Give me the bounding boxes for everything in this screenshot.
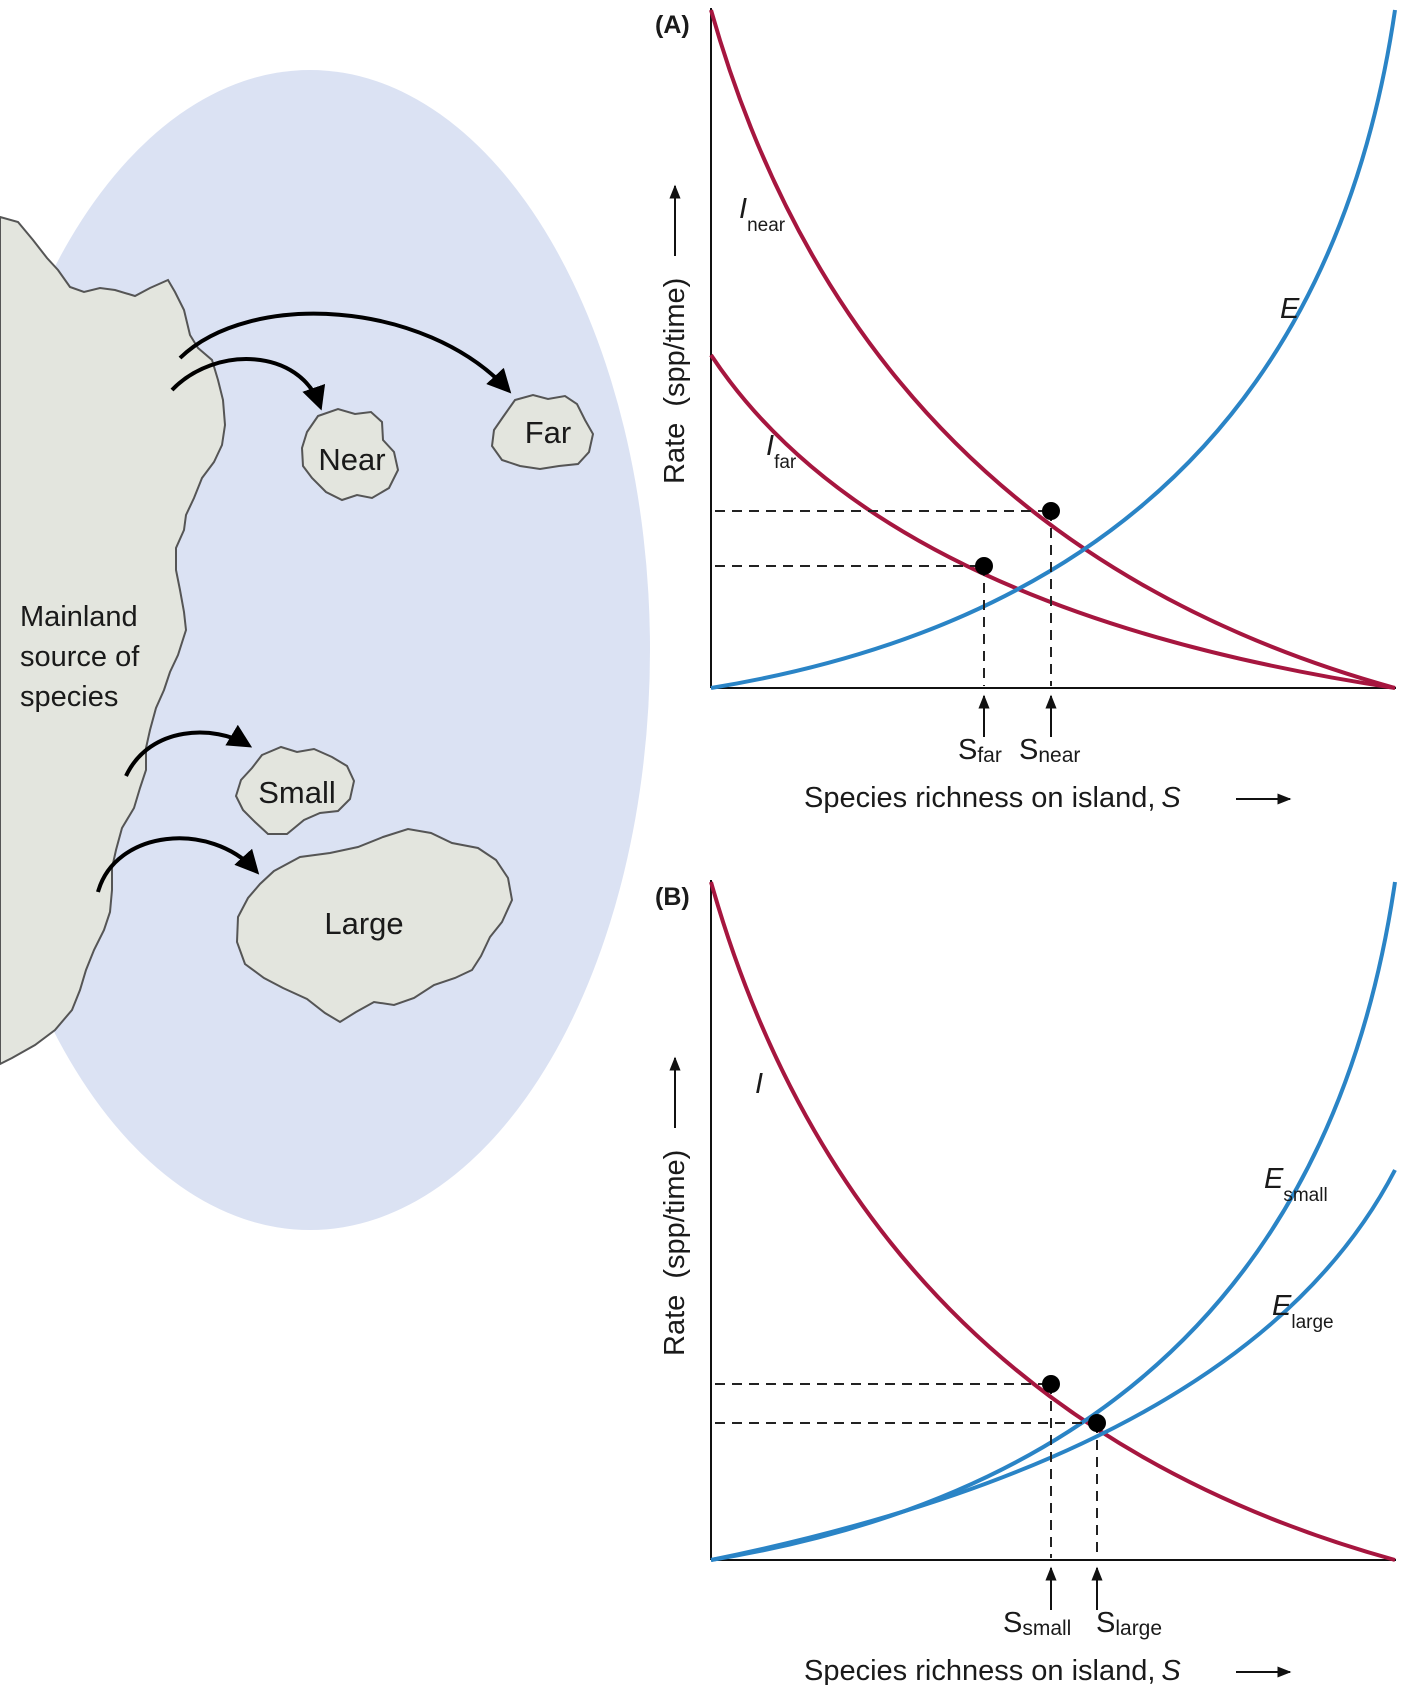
panel-a-y-axis-label: Rate (spp/time) — [659, 278, 691, 484]
island-small — [234, 745, 356, 835]
panel-b-e-large-label: Elarge — [1272, 1290, 1334, 1333]
island-near-label: Near — [318, 442, 385, 477]
dispersal-arrow-large — [96, 836, 260, 893]
island-large — [235, 827, 514, 1024]
dispersal-arrow-far — [178, 311, 512, 394]
panel-a-x-axis-label: Species richness on island, S — [804, 782, 1181, 814]
species-source-map: Near Far Small Large Mainland source of … — [0, 70, 650, 1230]
panel-a-curve-i-near — [709, 9, 1396, 690]
panel-a-y-axis-title: Rate (spp/time) — [659, 184, 691, 484]
dispersal-arrow-near — [170, 357, 326, 411]
mainland-shape — [0, 215, 227, 1066]
island-near — [300, 407, 400, 502]
panel-a-i-near-label: Inear — [739, 193, 786, 236]
mainland-label-line-3: species — [20, 681, 118, 713]
panel-b-curve-i — [709, 881, 1396, 1562]
panel-b: (B) Ssmall Slarge I Esmall Elarge — [655, 880, 1397, 1685]
dispersal-arrow-small — [124, 724, 253, 777]
panel-a-s-near-label: Snear — [1019, 734, 1080, 767]
mainland-label-line-2: source of — [20, 641, 140, 673]
panel-b-s-large-label: Slarge — [1096, 1607, 1162, 1640]
panel-a-curve-i-far — [709, 353, 1396, 690]
panel-a-equilibrium-near — [1042, 502, 1060, 520]
panel-a-i-far-label: Ifar — [766, 430, 797, 473]
island-far — [490, 393, 595, 471]
panel-b-y-axis-title: Rate (spp/time) — [659, 1056, 691, 1356]
panel-b-e-small-label: Esmall — [1264, 1163, 1328, 1206]
panel-b-equilibrium-large — [1088, 1414, 1106, 1432]
panel-a-equilibrium-far — [975, 557, 993, 575]
panel-b-x-axis-label: Species richness on island, S — [804, 1655, 1181, 1685]
panel-a-s-far-label: Sfar — [958, 734, 1002, 767]
island-far-label: Far — [525, 415, 572, 450]
panel-a-curve-e — [710, 9, 1397, 690]
mainland-label-line-1: Mainland — [20, 601, 138, 633]
island-small-label: Small — [258, 775, 336, 810]
panel-b-s-small-label: Ssmall — [1003, 1607, 1071, 1640]
panel-b-i-label: I — [755, 1068, 763, 1100]
island-large-label: Large — [324, 906, 403, 941]
panel-b-equilibrium-small — [1042, 1375, 1060, 1393]
panel-a-e-label: E — [1280, 293, 1300, 325]
panel-a-label: (A) — [655, 11, 690, 39]
panel-b-y-axis-label: Rate (spp/time) — [659, 1150, 691, 1356]
panel-b-curve-e-large — [710, 1169, 1397, 1562]
panel-a: (A) Sfar Snear Inear Ifar E — [655, 8, 1397, 814]
panel-b-label: (B) — [655, 883, 690, 911]
